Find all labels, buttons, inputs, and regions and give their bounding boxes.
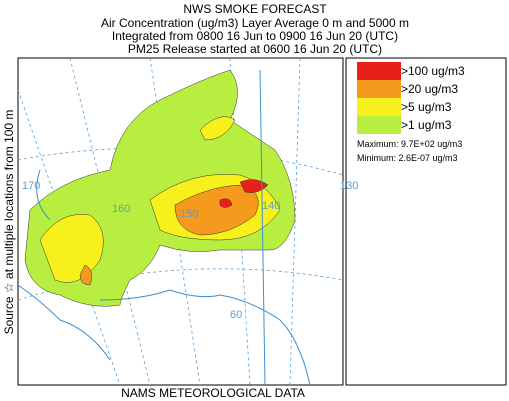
legend-label: >20 ug/m3: [401, 82, 458, 96]
legend-swatch: [357, 80, 401, 98]
maximum: Maximum: 9.7E+02 ug/m3: [357, 139, 462, 149]
minimum: Minimum: 2.6E-07 ug/m3: [357, 153, 458, 163]
legend-label: >1 ug/m3: [401, 118, 452, 132]
side-label: Source ☆ at multiple locations from 100 …: [2, 110, 16, 335]
legend-swatch: [357, 98, 401, 116]
graticule-label: 170: [22, 180, 40, 192]
legend-label: >100 ug/m3: [401, 64, 465, 78]
graticule-label: 130: [340, 180, 358, 192]
legend-swatch: [357, 62, 401, 80]
graticule-label: 150: [180, 208, 198, 220]
subtitle: Integrated from 0800 16 Jun to 0900 16 J…: [112, 29, 398, 43]
graticule-label: 140: [262, 200, 280, 212]
subtitle: Air Concentration (ug/m3) Layer Average …: [101, 16, 409, 30]
title: NWS SMOKE FORECAST: [183, 2, 327, 16]
legend-label: >5 ug/m3: [401, 100, 452, 114]
map: [17, 57, 344, 386]
footer: NAMS METEOROLOGICAL DATA: [121, 386, 305, 400]
graticule-label: 160: [112, 203, 130, 215]
subtitle: PM25 Release started at 0600 16 Jun 20 (…: [128, 42, 382, 56]
legend-swatch: [357, 116, 401, 134]
graticule-label: 60: [230, 309, 242, 321]
